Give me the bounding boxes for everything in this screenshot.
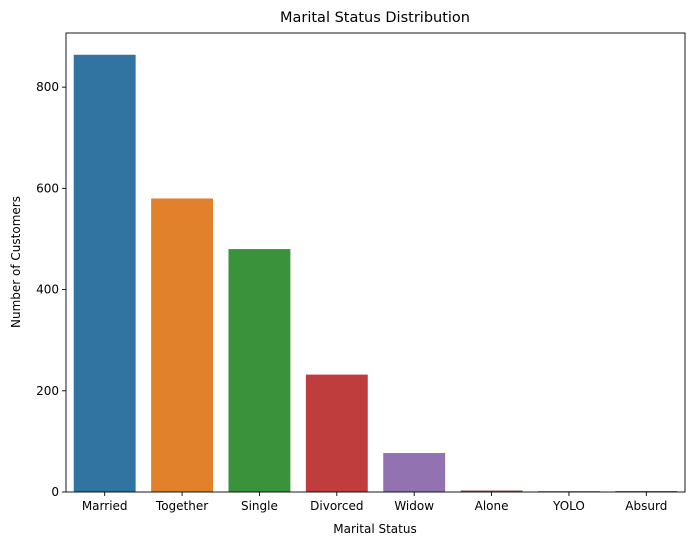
x-tick-label: Absurd — [625, 499, 667, 513]
y-tick-label: 0 — [51, 485, 59, 499]
y-axis-ticks: 0 200 400 600 800 — [36, 80, 66, 499]
plot-frame — [65, 32, 686, 493]
y-tick-label: 200 — [36, 384, 59, 398]
y-tick-label: 800 — [36, 80, 59, 94]
x-tick-label: Single — [241, 499, 278, 513]
bar-single — [228, 249, 291, 492]
bar-married — [73, 54, 136, 493]
y-tick-label: 400 — [36, 283, 59, 297]
x-tick-label: Divorced — [310, 499, 363, 513]
bar-yolo — [537, 490, 600, 492]
x-axis-ticks: Married Together Single Divorced Widow Alone Y… — [82, 492, 667, 513]
x-tick-label: Alone — [475, 499, 509, 513]
y-axis-label: Number of Customers — [9, 196, 23, 328]
bar-alone — [460, 490, 523, 492]
y-tick-label: 600 — [36, 181, 59, 195]
x-tick-label: YOLO — [552, 499, 585, 513]
bar-absurd — [615, 490, 678, 492]
bar-together — [151, 198, 214, 492]
x-tick-label: Together — [155, 499, 208, 513]
bars-group — [73, 54, 678, 493]
x-tick-label: Married — [82, 499, 128, 513]
bar-divorced — [305, 374, 368, 492]
bar-widow — [383, 453, 446, 492]
chart-title: Marital Status Distribution — [280, 10, 470, 26]
x-tick-label: Widow — [394, 499, 434, 513]
x-axis-label: Marital Status — [333, 522, 416, 536]
